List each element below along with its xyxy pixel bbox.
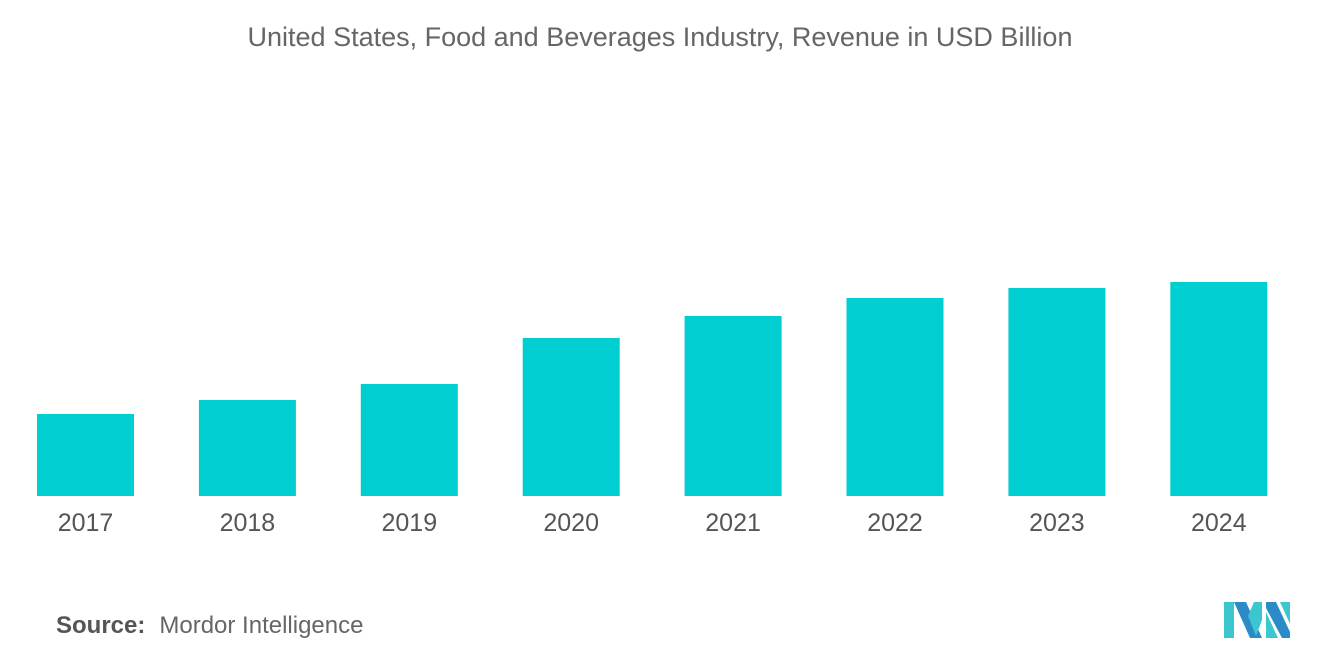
bar-2020 (522, 338, 620, 496)
x-tick-label: 2024 (1191, 509, 1247, 537)
source-line: Source: Mordor Intelligence (56, 612, 363, 640)
bar-2022 (846, 298, 944, 496)
x-tick-label: 2021 (705, 509, 761, 537)
source-text: Mordor Intelligence (159, 612, 364, 639)
chart-title: United States, Food and Beverages Indust… (247, 22, 1073, 52)
x-tick-label: 2018 (220, 509, 276, 537)
bar-2017 (37, 414, 134, 496)
bar-2023 (1008, 288, 1106, 496)
bar-2024 (1170, 282, 1268, 496)
x-tick-label: 2023 (1029, 509, 1085, 537)
source-label: Source: (56, 612, 146, 639)
x-tick-label: 2019 (381, 509, 437, 537)
bar-2018 (198, 400, 296, 496)
bar-2019 (360, 384, 458, 496)
x-tick-label: 2022 (867, 509, 923, 537)
bar-chart: 2017 2018 2019 2020 2021 2022 2023 2024 (37, 282, 1268, 537)
x-tick-label: 2017 (58, 509, 114, 537)
mordor-logo (1224, 602, 1290, 638)
x-tick-label: 2020 (543, 509, 599, 537)
bar-2021 (684, 316, 782, 496)
